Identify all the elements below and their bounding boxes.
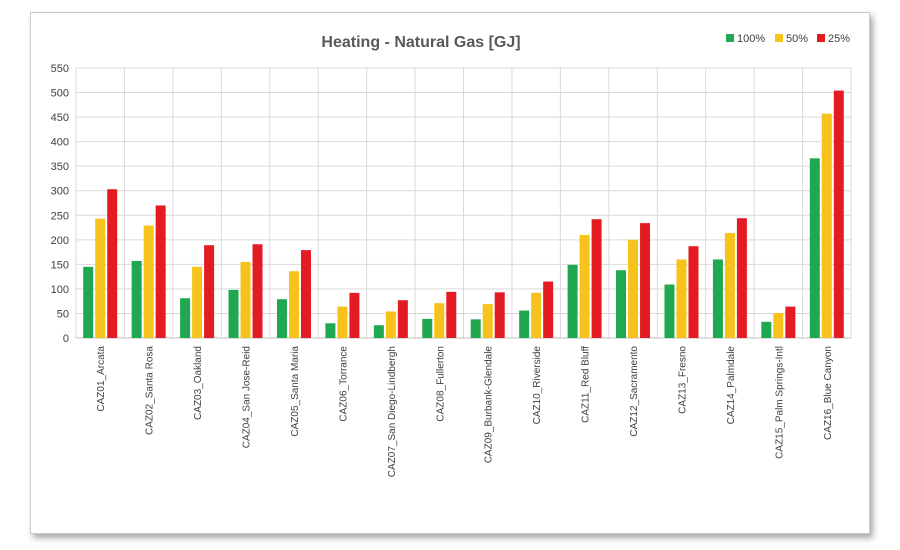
bar-25pct-7	[446, 291, 457, 338]
x-category-label: CAZ16_Blue Canyon	[823, 346, 834, 440]
bar-chart: Heating - Natural Gas [GJ] 100% 50% 25% 0 5…	[51, 33, 852, 478]
x-category-label: CAZ01_Arcata	[96, 346, 107, 412]
bar-50pct-3	[240, 261, 251, 338]
bar-50pct-5	[337, 306, 348, 338]
bar-50pct-0	[95, 218, 106, 338]
y-tick-label: 550	[51, 63, 69, 75]
bar-100pct-8	[470, 319, 481, 338]
bar-25pct-3	[252, 244, 263, 338]
legend-label: 50%	[786, 33, 808, 45]
bar-25pct-9	[543, 281, 554, 338]
bar-50pct-2	[192, 266, 203, 338]
x-category-label: CAZ10_Riverside	[532, 346, 543, 425]
bar-50pct-10	[579, 234, 590, 338]
y-tick-label: 150	[51, 259, 69, 271]
bars	[83, 90, 844, 339]
bar-50pct-7	[434, 303, 445, 338]
bar-25pct-6	[397, 300, 408, 338]
x-category-label: CAZ05_Santa Maria	[290, 346, 301, 437]
bar-50pct-9	[531, 292, 542, 338]
bar-50pct-11	[628, 239, 639, 338]
y-tick-label: 500	[51, 88, 69, 100]
y-tick-label: 450	[51, 112, 69, 124]
bar-25pct-0	[107, 189, 118, 338]
x-category-label: CAZ03_Oakland	[193, 346, 204, 420]
bar-25pct-10	[591, 219, 602, 338]
bar-100pct-12	[664, 284, 675, 338]
x-category-label: CAZ02_Santa Rosa	[145, 346, 156, 435]
bar-50pct-15	[821, 113, 832, 339]
bar-25pct-13	[736, 218, 747, 338]
bar-25pct-8	[494, 292, 505, 338]
x-category-label: CAZ08_Fullerton	[435, 346, 446, 422]
bar-100pct-15	[809, 158, 820, 338]
bar-50pct-14	[773, 312, 784, 338]
y-tick-label: 0	[63, 333, 69, 345]
bar-25pct-15	[833, 90, 844, 338]
gridlines	[75, 67, 852, 339]
bar-100pct-7	[422, 318, 433, 338]
x-axis: CAZ01_Arcata CAZ02_Santa Rosa CAZ03_Oaklan…	[96, 346, 834, 478]
bar-50pct-4	[288, 271, 299, 338]
bar-25pct-1	[155, 205, 166, 338]
bar-50pct-13	[724, 232, 735, 338]
legend-swatch	[817, 34, 825, 42]
bar-25pct-11	[640, 223, 651, 338]
y-tick-label: 200	[51, 235, 69, 247]
legend-label: 25%	[828, 33, 850, 45]
bar-100pct-9	[519, 310, 530, 338]
bar-100pct-0	[83, 266, 94, 338]
bar-100pct-1	[131, 260, 142, 338]
x-category-label: CAZ06_Torrance	[338, 346, 349, 422]
y-tick-label: 400	[51, 137, 69, 149]
bar-100pct-3	[228, 289, 239, 338]
bar-100pct-2	[180, 298, 191, 338]
x-category-label: CAZ09_Burbank-Glendale	[484, 346, 495, 464]
bar-50pct-12	[676, 259, 687, 338]
y-axis: 0 50 100 150 200 250 300 350 400 450 500 550	[51, 63, 69, 345]
bar-100pct-10	[567, 264, 578, 338]
x-category-label: CAZ15_Palm Springs-Intl	[774, 346, 785, 459]
bar-25pct-2	[204, 245, 215, 338]
x-category-label: CAZ11_Red Bluff	[581, 346, 592, 423]
x-category-label: CAZ14_Palmdale	[726, 346, 737, 425]
legend-swatch	[775, 34, 783, 42]
bar-100pct-14	[761, 321, 772, 338]
bar-100pct-11	[616, 270, 627, 338]
chart-frame: Heating - Natural Gas [GJ] 100% 50% 25% 0 5…	[30, 12, 870, 534]
bar-50pct-6	[385, 311, 396, 338]
y-tick-label: 250	[51, 210, 69, 222]
bar-50pct-8	[482, 304, 493, 338]
bar-25pct-5	[349, 292, 360, 338]
bar-100pct-4	[276, 299, 287, 338]
x-category-label: CAZ04_San Jose-Reid	[242, 346, 253, 448]
bar-25pct-12	[688, 246, 699, 338]
bar-25pct-4	[300, 250, 311, 338]
y-tick-label: 100	[51, 284, 69, 296]
y-tick-label: 300	[51, 186, 69, 198]
legend: 100% 50% 25%	[726, 33, 850, 45]
bar-100pct-6	[373, 325, 384, 338]
bar-50pct-1	[143, 225, 154, 338]
chart-title: Heating - Natural Gas [GJ]	[321, 34, 520, 51]
legend-label: 100%	[737, 33, 765, 45]
y-tick-label: 50	[57, 308, 69, 320]
bar-100pct-5	[325, 323, 336, 338]
x-category-label: CAZ13_Fresno	[677, 346, 688, 414]
x-category-label: CAZ12_Sacramento	[629, 346, 640, 437]
bar-100pct-13	[712, 259, 723, 338]
y-tick-label: 350	[51, 161, 69, 173]
x-category-label: CAZ07_San Diego-Lindbergh	[387, 346, 398, 477]
legend-swatch	[726, 34, 734, 42]
bar-25pct-14	[785, 306, 796, 338]
